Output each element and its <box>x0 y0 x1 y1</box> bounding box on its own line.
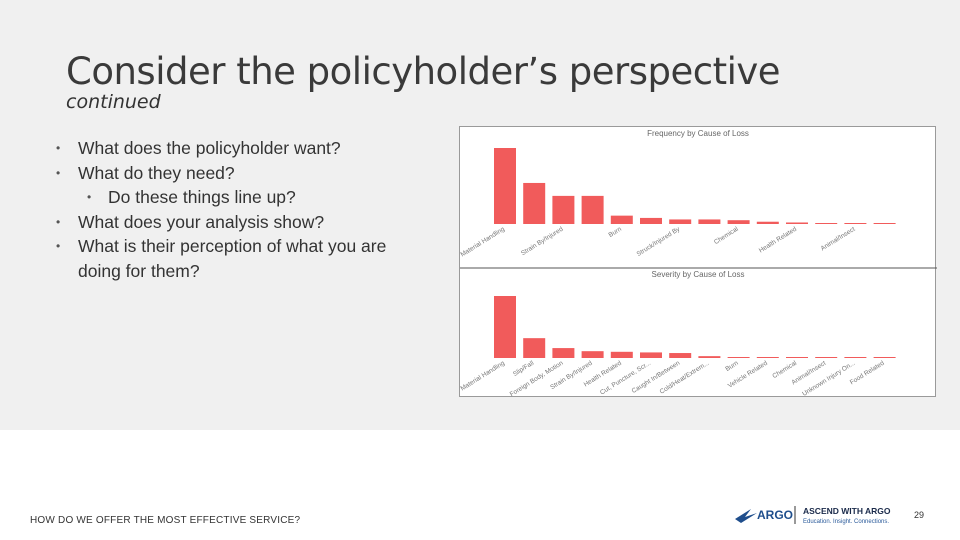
logo-tagline-sub: Education. Insight. Connections. <box>803 519 889 525</box>
chart-bar <box>727 357 750 358</box>
bullet-item: What does your analysis show? <box>52 210 447 235</box>
chart-bar <box>640 217 662 224</box>
chart-tick-label: Slip/Fall <box>512 359 536 377</box>
chart-bar <box>552 195 575 224</box>
chart-bar <box>581 351 604 358</box>
charts-panel: Frequency by Cause of Loss Material Handl… <box>459 126 937 398</box>
chart-bar <box>873 223 896 224</box>
chart-bar <box>756 221 779 224</box>
chart-bar <box>610 351 633 358</box>
chart-bar <box>873 357 896 358</box>
chart-tick-label: Caught In/Between <box>631 360 682 395</box>
chart-bar <box>669 353 692 358</box>
chart-tick-label: Struck/Injured By <box>636 225 682 258</box>
chart-tick-label: Material Handling <box>460 226 506 259</box>
chart-tick-label: Strain By/Injured <box>520 226 565 258</box>
chart-bar <box>815 223 838 224</box>
bullet-item: What do they need? <box>52 161 447 186</box>
logo-tagline-title: ASCEND WITH ARGO <box>803 506 891 516</box>
chart-bar <box>640 352 662 358</box>
page-number: 29 <box>914 510 925 520</box>
argo-bird-icon <box>735 509 757 523</box>
chart-bar <box>844 357 867 358</box>
chart-bar <box>815 357 838 358</box>
chart-tick-label: Cut, Puncture, Scr... <box>599 360 652 397</box>
chart-bar <box>494 296 516 358</box>
chart-tick-label: Cold/Heat/Extrem... <box>659 360 711 396</box>
bullet-item: What is their perception of what you are <box>52 234 447 259</box>
chart-bar <box>523 338 546 358</box>
chart-tick-label: Burn <box>724 360 740 373</box>
chart-tick-label: Foreign Body, Motion <box>509 360 565 398</box>
chart-title: Severity by Cause of Loss <box>652 270 745 279</box>
chart-bar <box>844 223 867 224</box>
chart-bar <box>552 348 575 358</box>
chart-bar <box>698 219 721 224</box>
bullet-item: What does the policyholder want? <box>52 136 447 161</box>
chart-tick-label: Unknown Injury On... <box>801 360 856 398</box>
sub-bullet-item: Do these things line up? <box>52 185 447 210</box>
chart-bar <box>523 182 546 224</box>
chart-bar <box>610 215 633 224</box>
slide-subtitle: continued <box>66 91 161 113</box>
argo-logo-svg: ARGO ASCEND WITH ARGO Education. Insight… <box>735 506 891 525</box>
chart-tick-label: Material Handling <box>460 360 506 393</box>
chart-bar <box>494 148 516 224</box>
chart-bar <box>669 219 692 224</box>
chart-bar <box>727 220 750 224</box>
chart-bar <box>581 195 604 224</box>
argo-logo: ARGO ASCEND WITH ARGO Education. Insight… <box>733 503 903 534</box>
chart-bar <box>786 357 808 358</box>
chart-tick-label: Health Related <box>758 226 799 255</box>
footer-text: HOW DO WE OFFER THE MOST EFFECTIVE SERVI… <box>30 515 301 526</box>
chart-tick-label: Chemical <box>713 225 740 246</box>
bullet-continuation: doing for them? <box>78 260 200 281</box>
slide-title: Consider the policyholder’s perspective <box>66 50 781 93</box>
chart-tick-label: Animal/Insect <box>820 226 857 253</box>
charts-svg: Frequency by Cause of Loss Material Handl… <box>460 129 937 398</box>
bullet-list: What does the policyholder want? What do… <box>52 136 447 283</box>
chart-bar <box>756 357 779 358</box>
chart-tick-label: Burn <box>608 226 624 239</box>
chart-bar <box>698 356 721 358</box>
argo-wordmark: ARGO <box>757 508 793 522</box>
chart-bar <box>786 222 808 224</box>
chart-title: Frequency by Cause of Loss <box>647 129 749 138</box>
